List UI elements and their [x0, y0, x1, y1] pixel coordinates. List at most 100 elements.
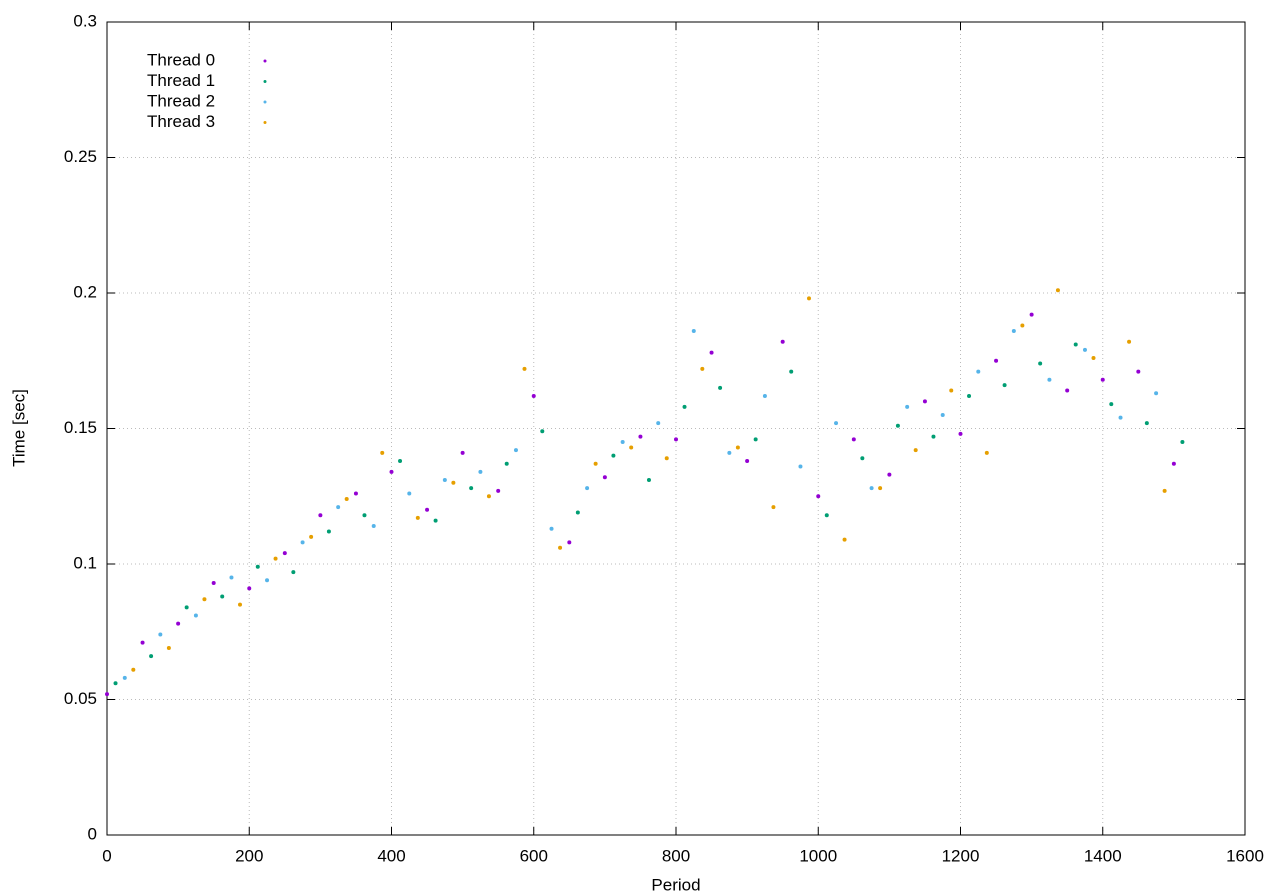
point	[326, 529, 331, 534]
point	[300, 540, 305, 545]
point	[940, 412, 945, 417]
y-tick-label: 0.1	[73, 553, 97, 572]
point	[682, 404, 687, 409]
point	[1162, 488, 1167, 493]
point	[1047, 377, 1052, 382]
legend-label: Thread 0	[147, 50, 215, 69]
legend-marker	[263, 80, 267, 83]
point	[824, 513, 829, 518]
x-tick-label: 1600	[1226, 846, 1264, 865]
point	[1011, 328, 1016, 333]
point	[735, 445, 740, 450]
point	[1055, 288, 1060, 293]
point	[575, 510, 580, 515]
point	[656, 421, 661, 426]
point	[273, 556, 278, 561]
point	[789, 369, 794, 374]
point	[1020, 323, 1025, 328]
point	[309, 534, 314, 539]
point	[389, 469, 394, 474]
point	[922, 399, 927, 404]
x-tick-label: 1400	[1084, 846, 1122, 865]
point	[602, 475, 607, 480]
point	[913, 448, 918, 453]
point	[460, 450, 465, 455]
point	[691, 328, 696, 333]
point	[984, 450, 989, 455]
point	[629, 445, 634, 450]
point	[433, 518, 438, 523]
point	[549, 526, 554, 531]
point	[567, 540, 572, 545]
point	[496, 488, 501, 493]
y-tick-label: 0.2	[73, 282, 97, 301]
point	[646, 477, 651, 482]
point	[131, 667, 136, 672]
legend-marker	[263, 121, 267, 124]
point	[1065, 388, 1070, 393]
point	[664, 456, 669, 461]
point	[1118, 415, 1123, 420]
point	[149, 654, 154, 659]
point	[931, 434, 936, 439]
point	[193, 613, 198, 618]
legend-label: Thread 2	[147, 91, 215, 110]
point	[1038, 361, 1043, 366]
point	[1073, 342, 1078, 347]
point	[1136, 369, 1141, 374]
x-axis-label: Period	[651, 875, 700, 894]
point	[1082, 347, 1087, 352]
point	[371, 524, 376, 529]
x-tick-label: 1000	[799, 846, 837, 865]
point	[318, 513, 323, 518]
point	[949, 388, 954, 393]
x-tick-label: 400	[377, 846, 405, 865]
point	[202, 597, 207, 602]
point	[407, 491, 412, 496]
point	[140, 640, 145, 645]
point	[336, 505, 341, 510]
point	[967, 393, 972, 398]
point	[994, 358, 999, 363]
point	[620, 440, 625, 445]
point	[184, 605, 189, 610]
point	[798, 464, 803, 469]
point	[451, 480, 456, 485]
point	[398, 459, 403, 464]
point	[842, 537, 847, 542]
point	[593, 461, 598, 466]
y-tick-label: 0.3	[73, 11, 97, 30]
x-tick-label: 200	[235, 846, 263, 865]
point	[442, 477, 447, 482]
point	[1002, 383, 1007, 388]
point	[718, 385, 723, 390]
point	[238, 602, 243, 607]
y-tick-label: 0.05	[64, 689, 97, 708]
point	[1144, 421, 1149, 426]
point	[513, 448, 518, 453]
point	[105, 692, 109, 697]
point	[531, 393, 536, 398]
point	[1029, 312, 1034, 317]
point	[255, 564, 260, 569]
point	[540, 429, 545, 434]
point	[771, 505, 776, 510]
point	[762, 393, 767, 398]
point	[709, 350, 714, 355]
y-tick-label: 0	[88, 824, 97, 843]
point	[504, 461, 509, 466]
x-tick-label: 0	[102, 846, 111, 865]
x-tick-label: 800	[662, 846, 690, 865]
point	[585, 486, 590, 491]
point	[834, 421, 839, 426]
point	[282, 551, 287, 556]
point	[851, 437, 856, 442]
y-tick-label: 0.15	[64, 418, 97, 437]
point	[265, 578, 270, 583]
point	[727, 450, 732, 455]
point	[869, 486, 874, 491]
point	[220, 594, 225, 599]
point	[753, 437, 758, 442]
